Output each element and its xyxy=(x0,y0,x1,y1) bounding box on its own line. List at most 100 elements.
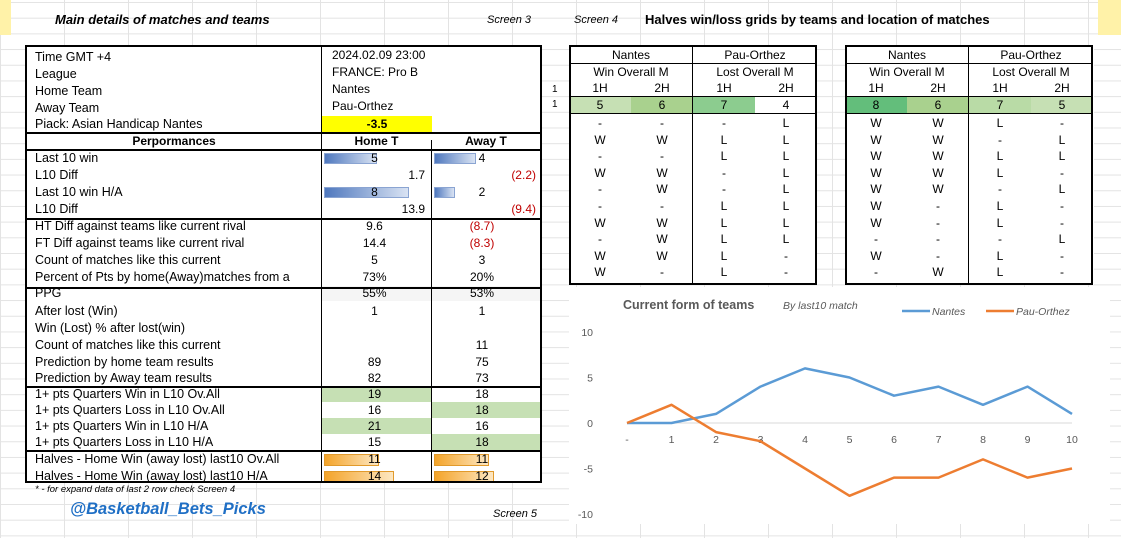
grid-result-cell: L xyxy=(782,165,790,180)
grid-result-cell: W xyxy=(870,182,882,197)
x-tick-label: 5 xyxy=(847,434,853,446)
grid-result-cell: - xyxy=(660,199,664,213)
grid-result-cell: - xyxy=(784,248,788,263)
perf-row: HT Diff against teams like current rival… xyxy=(27,218,540,235)
home-win-bar xyxy=(324,153,377,164)
grid-half-header: 1H xyxy=(716,81,732,95)
perf-row: L10 Diff 1.7 (2.2) xyxy=(27,167,540,184)
perf-row: Prediction by Away team results 82 73 xyxy=(27,370,540,386)
perf-row-label: Last 10 win H/A xyxy=(35,185,123,199)
away-win-bar xyxy=(434,187,455,198)
perf-row-label: HT Diff against teams like current rival xyxy=(35,219,246,233)
perf-away-value: 11 xyxy=(475,338,489,352)
perf-row: After lost (Win) 1 1 xyxy=(27,303,540,320)
form-chart-svg: Current form of teams By last10 match 10 5 0… xyxy=(578,298,1078,521)
grid-result-cell: - xyxy=(722,116,726,130)
perf-home-value: 1.7 xyxy=(408,168,425,182)
perf-row-label: 1+ pts Quarters Loss in L10 Ov.All xyxy=(35,402,225,417)
grid-result-cell: W xyxy=(870,215,882,230)
grid-result-cell: W xyxy=(594,215,606,230)
perf-row-label: Percent of Pts by home(Away)matches from… xyxy=(35,270,290,284)
perf-home-value: 82 xyxy=(367,370,382,385)
grid-result-cell: - xyxy=(784,265,788,280)
grid-result-cell: L xyxy=(996,248,1004,263)
grid-result-cell: - xyxy=(598,199,602,213)
perf-home-value: 11 xyxy=(368,451,381,466)
grid-team1-header: Nantes xyxy=(887,48,927,62)
perf-row: 1+ pts Quarters Win in L10 Ov.All 19 18 xyxy=(27,386,540,402)
home-team-value: Nantes xyxy=(332,82,371,96)
league-row: League FRANCE: Pro B xyxy=(27,65,540,82)
grid-result-cell: L xyxy=(720,265,728,280)
perf-home-value: 73% xyxy=(362,270,387,284)
away-team-value: Pau-Orthez xyxy=(332,99,394,113)
x-tick-label: 9 xyxy=(1025,434,1031,446)
grid-result-cell: L xyxy=(720,132,728,147)
grid-sub1-header: Win Overall M xyxy=(593,65,669,79)
perf-row-label: Count of matches like this current xyxy=(35,338,221,352)
grid-result-cell: - xyxy=(1060,165,1064,180)
grid-count-cell: 7 xyxy=(969,97,1031,113)
perf-row-label: L10 Diff xyxy=(35,168,78,182)
grid-result-cell: W xyxy=(870,248,882,263)
perf-row-label: Prediction by home team results xyxy=(35,354,214,369)
grid-result-cell: W xyxy=(932,132,944,147)
grid-result-cell: - xyxy=(598,232,602,247)
x-tick-label: 1 xyxy=(669,434,675,446)
perf-away-value: 2 xyxy=(478,185,486,199)
perf-home-cell xyxy=(322,418,431,434)
perf-home-value: 1 xyxy=(371,304,378,318)
away-halves-bar xyxy=(434,471,494,483)
grid-count-cell: 7 xyxy=(693,97,755,113)
perf-row: Last 10 win H/A 8 2 xyxy=(27,184,540,201)
grid-result-cell: - xyxy=(1060,199,1064,213)
perf-away-value: (8.7) xyxy=(469,219,495,233)
perf-home-value: 14.4 xyxy=(362,236,387,250)
grid-result-cell: L xyxy=(1058,182,1066,197)
perf-home-value: 19 xyxy=(367,386,382,401)
yellow-cell-left xyxy=(0,0,11,35)
grid-result-cell: L xyxy=(996,116,1004,130)
perf-row-label: Prediction by Away team results xyxy=(35,370,212,385)
grid-half-header: 1H xyxy=(868,81,884,95)
perf-row-label: Last 10 win xyxy=(35,151,99,165)
perf-home-value: 9.6 xyxy=(366,219,383,233)
legend-label-0: Nantes xyxy=(932,306,966,318)
perf-home-value: 5 xyxy=(371,151,378,165)
main-title: Main details of matches and teams xyxy=(55,12,270,27)
grid-team2-header: Pau-Orthez xyxy=(724,48,786,62)
perf-home-value: 5 xyxy=(371,253,378,267)
x-tick-label: 6 xyxy=(891,434,897,446)
home-halves-bar xyxy=(324,454,379,466)
away-halves-bar xyxy=(434,454,489,466)
grid-result-cell: - xyxy=(936,232,940,247)
grid-half-header: 2H xyxy=(1054,81,1070,95)
perf-home-cell xyxy=(322,337,431,354)
grid-half-header: 1H xyxy=(992,81,1008,95)
grid-result-cell: W xyxy=(870,116,882,130)
grid-result-cell: W xyxy=(656,165,668,180)
chart-subtitle: By last10 match xyxy=(783,300,858,312)
grid-result-cell: - xyxy=(660,149,664,164)
screen-3-label: Screen 3 xyxy=(487,14,532,26)
row-marker-1: 1 xyxy=(552,84,558,95)
grid-half-header: 2H xyxy=(778,81,794,95)
perf-away-cell xyxy=(432,434,540,450)
grid-sub1-header: Win Overall M xyxy=(869,65,945,79)
perf-away-value: 18 xyxy=(475,434,489,449)
chart-title: Current form of teams xyxy=(623,298,754,312)
grid-result-cell: L xyxy=(782,149,790,164)
perf-row: Percent of Pts by home(Away)matches from… xyxy=(27,269,540,286)
x-tick-label: 7 xyxy=(936,434,942,446)
grid-result-cell: - xyxy=(936,215,940,230)
grid-result-cell: - xyxy=(1060,248,1064,263)
y-tick-label: -5 xyxy=(584,464,593,476)
perf-away-value: 3 xyxy=(478,253,486,267)
grid-result-cell: L xyxy=(782,215,790,230)
grid-result-cell: W xyxy=(870,149,882,164)
perf-away-cell xyxy=(432,286,540,301)
perf-away-value: 18 xyxy=(475,386,489,401)
grid-result-cell: - xyxy=(936,199,940,213)
grid-result-cell: W xyxy=(870,165,882,180)
perf-row: 1+ pts Quarters Win in L10 H/A 21 16 xyxy=(27,418,540,434)
